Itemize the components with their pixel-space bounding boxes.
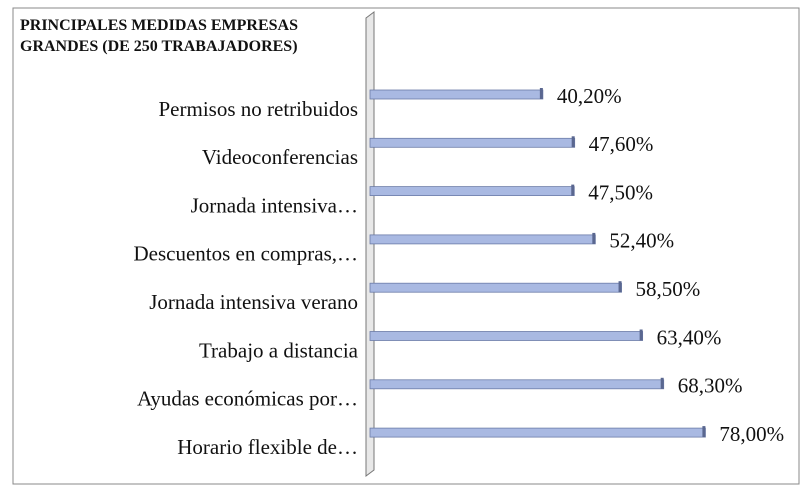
bar <box>369 281 622 293</box>
data-label: 47,50% <box>588 180 653 204</box>
y-tick-label: Videoconferencias <box>202 145 358 169</box>
data-label: 58,50% <box>636 277 701 301</box>
y-tick-label: Trabajo a distancia <box>199 338 359 362</box>
data-label: 78,00% <box>719 422 784 446</box>
bar-face <box>702 426 706 438</box>
bar-face <box>369 234 596 245</box>
bar-face <box>369 379 665 390</box>
bar <box>369 329 644 341</box>
bar <box>369 88 544 100</box>
data-label: 47,60% <box>589 132 654 156</box>
y-tick-label: Descuentos en compras,… <box>133 242 358 266</box>
data-label: 52,40% <box>609 229 674 253</box>
bar-face <box>592 232 596 244</box>
y-tick-label: Jornada intensiva… <box>191 193 358 217</box>
bar <box>369 377 665 390</box>
bar-face <box>539 88 543 99</box>
bar <box>369 184 575 197</box>
bar-face <box>618 281 622 293</box>
y-tick-label: Horario flexible de… <box>177 435 358 459</box>
bar-face <box>571 184 575 196</box>
chart-frame <box>12 7 800 485</box>
bar-face <box>369 186 575 197</box>
chart-title: GRANDES (DE 250 TRABAJADORES) <box>20 38 298 55</box>
data-label: 40,20% <box>557 84 622 108</box>
bar-face <box>571 136 575 148</box>
bar-face <box>369 282 622 293</box>
bar-face <box>639 329 643 341</box>
bar <box>369 136 576 148</box>
y-tick-label: Ayudas económicas por… <box>137 387 358 411</box>
chart-title: PRINCIPALES MEDIDAS EMPRESAS <box>20 17 298 34</box>
y-tick-label: Jornada intensiva verano <box>149 290 358 314</box>
bar-face <box>369 137 576 148</box>
bar-face <box>369 89 544 100</box>
y-tick-label: Permisos no retribuidos <box>159 97 359 121</box>
data-label: 68,30% <box>678 374 743 398</box>
bar-face <box>660 377 664 389</box>
data-label: 63,40% <box>657 325 722 349</box>
bar <box>369 426 706 438</box>
bar-face <box>369 331 644 341</box>
bar <box>369 232 596 245</box>
bar-face <box>369 427 706 438</box>
